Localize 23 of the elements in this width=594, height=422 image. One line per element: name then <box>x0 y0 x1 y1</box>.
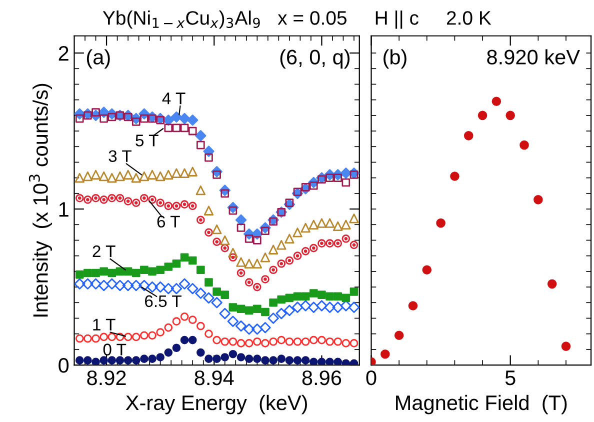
y-tick-label: 0 <box>58 358 69 373</box>
annotation: 8.920 keV <box>487 49 580 65</box>
x-axis-title: Magnetic Field (T) <box>396 394 567 414</box>
series-label: 2 T <box>92 245 116 258</box>
series-label: 1 T <box>93 318 116 330</box>
annotation: (6, 0, q) <box>280 49 350 69</box>
y-axis-title: Intensity (x 10$^{3}$ counts/s) <box>28 84 52 317</box>
y-tick-label: 1 <box>59 202 68 217</box>
x-tick-label: 8.94 <box>194 370 234 386</box>
x-tick-label: 8.92 <box>87 370 126 386</box>
series-label: 6 T <box>157 216 180 228</box>
annotation: (b) <box>384 49 406 69</box>
series-label: 4 T <box>162 92 186 104</box>
series-label: 0 T <box>103 344 126 356</box>
y-tick-label: 2 <box>58 46 68 61</box>
chart-title: Yb(Ni$_{1−x}$Cu$_{x}$)$_{3}$Al$_{9}$ x = 0.05 H || c 2.0 K <box>102 10 492 29</box>
x-tick-label: 5 <box>505 370 516 386</box>
annotation: (a) <box>86 49 110 69</box>
x-tick-label: 8.96 <box>302 370 342 386</box>
series-label: 3 T <box>108 150 132 162</box>
x-axis-title: X-ray Energy (keV) <box>126 394 307 414</box>
series-label: 6.5 T <box>145 295 182 308</box>
x-tick-label: 0 <box>366 370 376 386</box>
